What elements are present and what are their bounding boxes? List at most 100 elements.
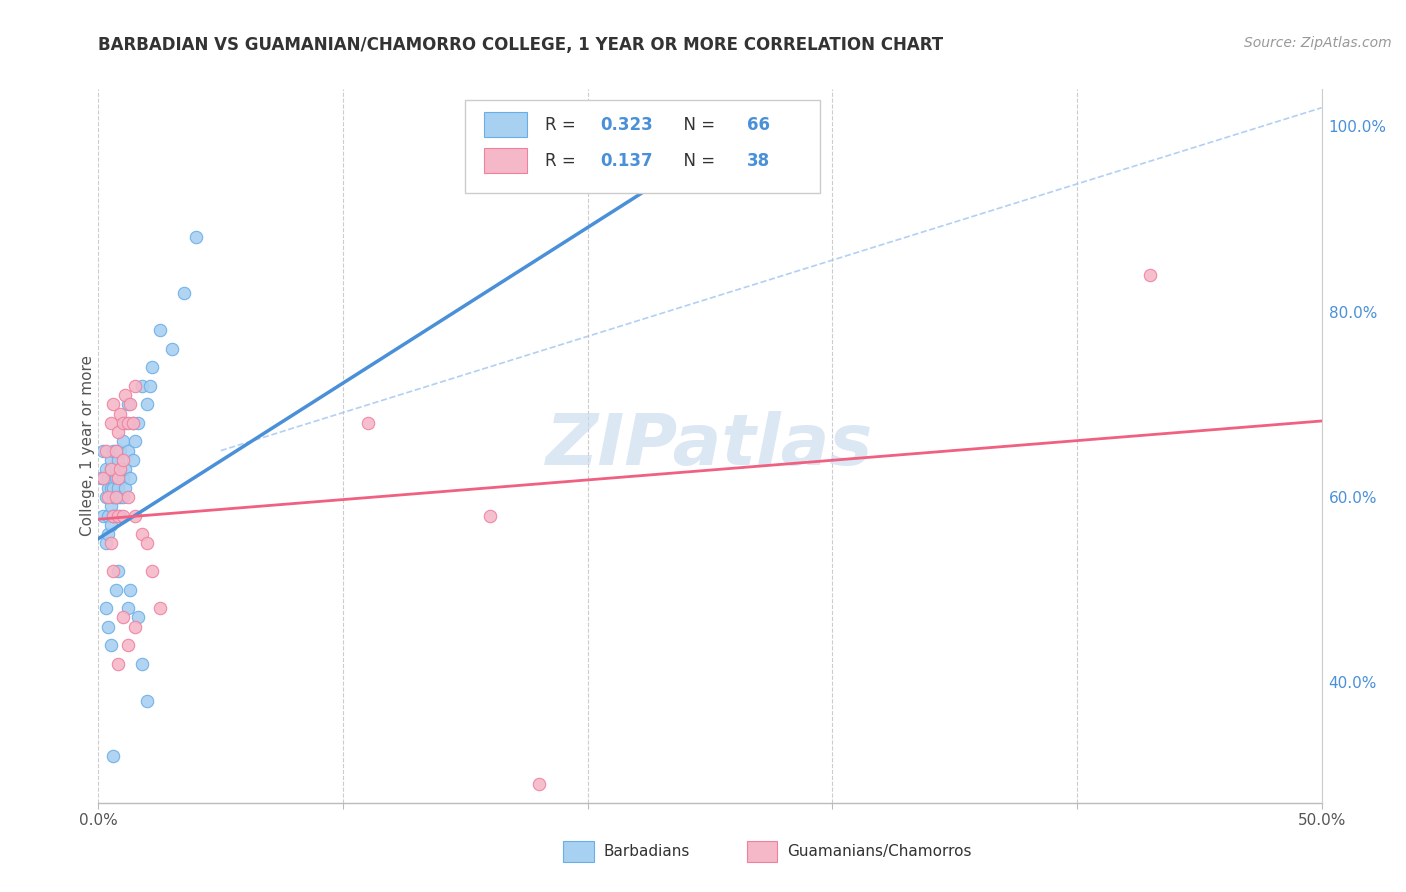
Point <box>136 536 159 550</box>
Point <box>136 397 159 411</box>
Point <box>1139 268 1161 282</box>
Point <box>101 564 124 578</box>
Point <box>478 508 501 523</box>
Point <box>131 527 153 541</box>
Point <box>91 471 114 485</box>
Point <box>91 508 114 523</box>
Point <box>124 434 146 449</box>
Point <box>149 323 172 337</box>
Text: ZIPatlas: ZIPatlas <box>547 411 873 481</box>
Point <box>94 490 117 504</box>
Point <box>104 490 127 504</box>
Point <box>111 434 134 449</box>
Point <box>101 471 124 485</box>
Point <box>117 638 139 652</box>
Point <box>90 471 112 485</box>
Point <box>139 378 162 392</box>
Point <box>94 601 117 615</box>
Point <box>131 378 153 392</box>
Point <box>97 620 120 634</box>
Point <box>100 638 122 652</box>
Point <box>111 508 134 523</box>
Point <box>107 481 129 495</box>
Point <box>117 397 139 411</box>
Point <box>111 453 134 467</box>
Point <box>186 230 208 244</box>
Point <box>124 378 146 392</box>
Point <box>101 749 124 764</box>
Point <box>356 416 378 430</box>
Point <box>141 564 163 578</box>
Point <box>104 508 127 523</box>
Point <box>111 610 134 624</box>
Point <box>100 462 122 476</box>
Point <box>94 462 117 476</box>
Point <box>101 443 124 458</box>
Text: 66: 66 <box>747 116 769 134</box>
Point <box>120 582 142 597</box>
Point <box>97 508 120 523</box>
Point <box>101 481 124 495</box>
Text: 0.323: 0.323 <box>600 116 652 134</box>
Point <box>111 490 134 504</box>
Point <box>110 490 132 504</box>
Point <box>173 286 195 301</box>
Point <box>120 471 142 485</box>
Point <box>100 500 122 514</box>
Text: Barbadians: Barbadians <box>603 844 690 859</box>
Point <box>124 508 146 523</box>
Point <box>97 490 120 504</box>
Point <box>136 694 159 708</box>
Point <box>104 443 127 458</box>
Point <box>141 360 163 375</box>
Bar <box>564 840 593 862</box>
Point <box>94 443 117 458</box>
Point <box>114 462 136 476</box>
Point <box>110 407 132 421</box>
Y-axis label: College, 1 year or more: College, 1 year or more <box>80 356 94 536</box>
Point <box>110 462 132 476</box>
Point <box>100 536 122 550</box>
Point <box>131 657 153 671</box>
Point <box>104 471 127 485</box>
Point <box>107 490 129 504</box>
Point <box>121 416 143 430</box>
Text: R =: R = <box>546 116 581 134</box>
Point <box>110 443 132 458</box>
Point <box>117 416 139 430</box>
Point <box>121 453 143 467</box>
Point <box>107 471 129 485</box>
Point <box>107 425 129 439</box>
Point <box>97 471 120 485</box>
Bar <box>484 148 526 173</box>
Point <box>104 443 127 458</box>
Point <box>127 610 149 624</box>
Point <box>117 601 139 615</box>
Bar <box>465 100 820 193</box>
Point <box>160 342 183 356</box>
Point <box>110 508 132 523</box>
Text: N =: N = <box>673 152 721 169</box>
Point <box>97 481 120 495</box>
Point <box>114 416 136 430</box>
Point <box>97 527 120 541</box>
Point <box>100 517 122 532</box>
Point <box>124 620 146 634</box>
Bar <box>747 840 778 862</box>
Text: N =: N = <box>673 116 721 134</box>
Text: BARBADIAN VS GUAMANIAN/CHAMORRO COLLEGE, 1 YEAR OR MORE CORRELATION CHART: BARBADIAN VS GUAMANIAN/CHAMORRO COLLEGE,… <box>98 36 943 54</box>
Text: R =: R = <box>546 152 581 169</box>
Point <box>127 416 149 430</box>
Point <box>723 120 745 134</box>
Point <box>94 536 117 550</box>
Text: Guamanians/Chamorros: Guamanians/Chamorros <box>787 844 972 859</box>
Text: Source: ZipAtlas.com: Source: ZipAtlas.com <box>1244 36 1392 50</box>
Point <box>107 453 129 467</box>
Point <box>104 490 127 504</box>
Point <box>101 397 124 411</box>
Point <box>107 508 129 523</box>
Point <box>100 462 122 476</box>
Point <box>111 471 134 485</box>
Point <box>101 490 124 504</box>
Point <box>149 601 172 615</box>
